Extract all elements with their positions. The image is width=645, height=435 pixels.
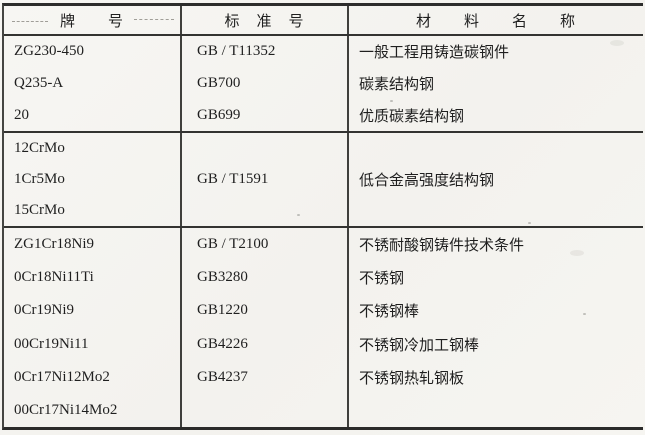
material-cell-merged: 低合金高强度结构钢 (349, 133, 643, 226)
material-value: 低合金高强度结构钢 (359, 173, 495, 189)
material-value: 不锈耐酸钢铸件技术条件 (359, 238, 525, 255)
standard-value: GB3280 (197, 269, 248, 286)
standard-value (182, 394, 347, 427)
standard-cell-group: GB / T2100 GB3280 GB1220 GB4226 GB4237 (182, 228, 349, 427)
column-header-standard-label: 标 准 号 (224, 13, 305, 30)
column-header-grade-label: 牌 号 (59, 13, 124, 30)
grade-value: 0Cr19Ni9 (14, 302, 74, 319)
scan-artifact-dash (134, 19, 174, 20)
grade-value: 1Cr5Mo (14, 171, 65, 187)
table-header-row: 牌 号 标 准 号 材 料 名 称 (4, 6, 643, 36)
standard-value: GB4226 (197, 335, 248, 352)
grade-value: 12CrMo (14, 140, 65, 156)
scan-noise-smudge (570, 250, 584, 256)
standard-value: GB / T11352 (197, 43, 276, 60)
table-section-stainless-steel: ZG1Cr18Ni9 0Cr18Ni11Ti 0Cr19Ni9 00Cr19Ni… (4, 228, 643, 427)
grade-value: ZG1Cr18Ni9 (14, 236, 94, 253)
column-header-standard: 标 准 号 (182, 6, 349, 34)
grade-value: 15CrMo (14, 202, 65, 218)
grade-value: Q235-A (14, 75, 64, 91)
standard-value: GB / T1591 (197, 171, 269, 187)
table-section-carbon-steel: ZG230-450 Q235-A 20 GB / T11352 GB700 GB… (4, 36, 643, 133)
standard-cell-group: GB / T11352 GB700 GB699 (182, 36, 349, 131)
scan-noise-speck (583, 313, 586, 315)
grade-cell-group: 12CrMo 1Cr5Mo 15CrMo (4, 133, 182, 226)
material-value: 一般工程用铸造碳钢件 (359, 45, 510, 62)
scan-noise-speck (528, 222, 531, 224)
standard-cell-merged: GB / T1591 (182, 133, 349, 226)
material-cell-group: 不锈耐酸钢铸件技术条件 不锈钢 不锈钢棒 不锈钢冷加工钢棒 不锈钢热轧钢板 (349, 228, 643, 427)
material-value: 不锈钢冷加工钢棒 (359, 337, 480, 354)
materials-standards-table: 牌 号 标 准 号 材 料 名 称 ZG230-450 Q235-A 20 GB… (2, 3, 643, 430)
column-header-material-label: 材 料 名 称 (415, 13, 576, 30)
material-value: 碳素结构钢 (359, 77, 435, 93)
grade-value: 0Cr17Ni12Mo2 (14, 368, 110, 385)
material-value: 不锈钢 (359, 271, 405, 288)
grade-value: ZG230-450 (14, 43, 84, 60)
standard-value: GB1220 (197, 302, 248, 319)
column-header-grade: 牌 号 (4, 6, 182, 34)
standard-value: GB / T2100 (197, 236, 269, 253)
grade-cell-group: ZG1Cr18Ni9 0Cr18Ni11Ti 0Cr19Ni9 00Cr19Ni… (4, 228, 182, 427)
scan-artifact-dash (12, 21, 48, 22)
standard-value: GB700 (197, 75, 241, 91)
grade-value: 0Cr18Ni11Ti (14, 269, 94, 286)
material-value (349, 394, 643, 427)
grade-value: 00Cr19Ni11 (14, 335, 89, 352)
standard-value: GB4237 (197, 368, 248, 385)
material-cell-group: 一般工程用铸造碳钢件 碳素结构钢 优质碳素结构钢 (349, 36, 643, 131)
material-value: 不锈钢热轧钢板 (359, 370, 465, 387)
material-value: 优质碳素结构钢 (359, 108, 465, 125)
standard-value: GB699 (197, 106, 241, 123)
material-value: 不锈钢棒 (359, 304, 420, 321)
grade-cell-group: ZG230-450 Q235-A 20 (4, 36, 182, 131)
scan-noise-smudge (610, 40, 624, 46)
table-section-low-alloy-steel: 12CrMo 1Cr5Mo 15CrMo GB / T1591 低合金高强度结构… (4, 133, 643, 228)
scan-noise-speck (390, 100, 393, 102)
grade-value: 20 (14, 106, 29, 123)
column-header-material: 材 料 名 称 (349, 6, 643, 34)
grade-value: 00Cr17Ni14Mo2 (14, 401, 118, 418)
scan-noise-speck (297, 214, 300, 216)
